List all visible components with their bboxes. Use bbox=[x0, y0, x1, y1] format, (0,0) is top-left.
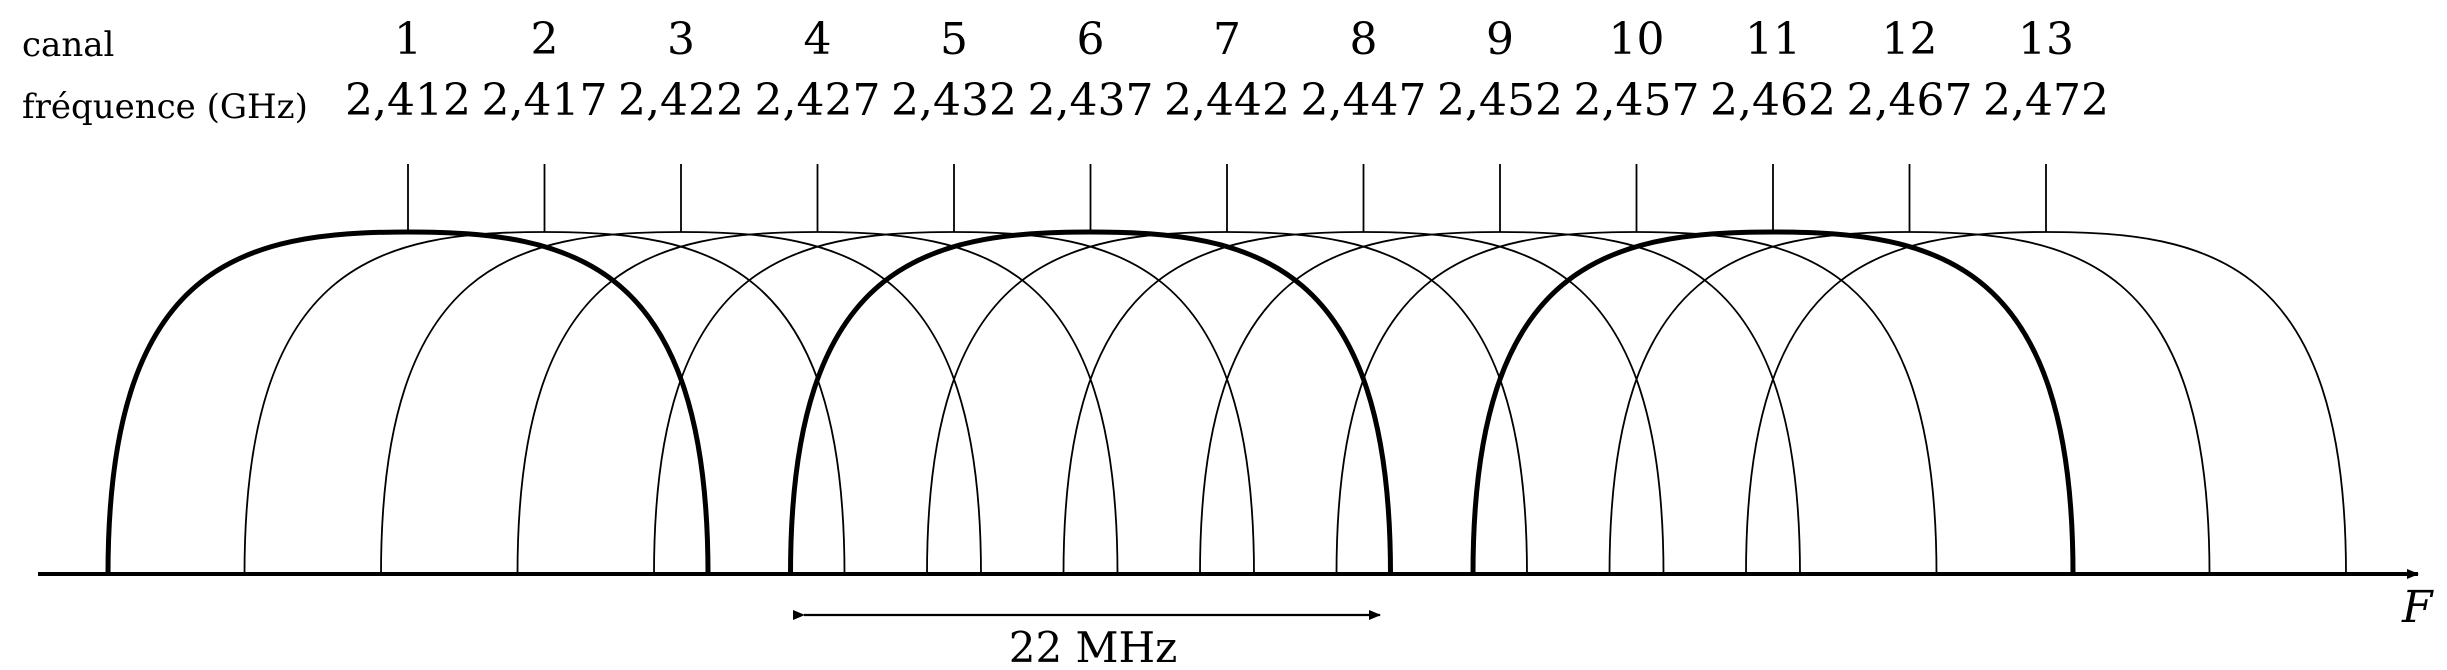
channel-band bbox=[1608, 231, 2211, 575]
channel-frequency: 2,462 bbox=[1710, 75, 1836, 126]
channel-frequency: 2,422 bbox=[618, 75, 744, 126]
channel-band bbox=[1745, 231, 2347, 575]
channel-number: 9 bbox=[1486, 14, 1514, 65]
channel-number: 2 bbox=[531, 14, 559, 65]
channel-band bbox=[243, 231, 846, 575]
channel-band bbox=[926, 231, 1528, 575]
channel-ticks bbox=[407, 164, 2047, 232]
channel-frequency: 2,467 bbox=[1847, 75, 1973, 126]
channel-number: 13 bbox=[2018, 14, 2074, 65]
channel-number: 6 bbox=[1077, 14, 1105, 65]
channel-band bbox=[1199, 231, 1801, 575]
channel-frequency: 2,472 bbox=[1983, 75, 2109, 126]
channel-band-highlighted bbox=[1470, 229, 2076, 575]
channel-band bbox=[1335, 231, 1938, 575]
channel-number: 3 bbox=[667, 14, 695, 65]
channel-frequency: 2,442 bbox=[1164, 75, 1290, 126]
channel-frequency: 2,432 bbox=[891, 75, 1017, 126]
channel-band-highlighted bbox=[105, 229, 711, 575]
channel-frequency: 2,417 bbox=[482, 75, 608, 126]
bandwidth-label: 22 MHz bbox=[1009, 623, 1178, 670]
channel-band bbox=[380, 231, 982, 575]
channel-number: 10 bbox=[1609, 14, 1665, 65]
channel-band bbox=[653, 231, 1255, 575]
channel-row-label: canal bbox=[22, 25, 114, 65]
channel-frequency: 2,412 bbox=[345, 75, 471, 126]
channel-band-highlighted bbox=[788, 229, 1393, 575]
channel-arcs bbox=[105, 229, 2347, 575]
channel-frequency: 2,447 bbox=[1301, 75, 1427, 126]
channel-frequency: 2,437 bbox=[1028, 75, 1154, 126]
channel-labels: 1 2,412 2 2,417 3 2,422 4 2,427 5 2,432 6 2,437 7 2,4… bbox=[345, 14, 2109, 126]
channel-frequency: 2,452 bbox=[1437, 75, 1563, 126]
channel-number: 4 bbox=[804, 14, 832, 65]
channel-band bbox=[1062, 231, 1665, 575]
channel-number: 5 bbox=[940, 14, 968, 65]
axis-label: F bbox=[2401, 582, 2434, 633]
channel-number: 8 bbox=[1350, 14, 1378, 65]
channel-number: 7 bbox=[1213, 14, 1241, 65]
frequency-row-label: fréquence (GHz) bbox=[22, 87, 308, 127]
channel-number: 12 bbox=[1882, 14, 1938, 65]
channel-band bbox=[516, 231, 1119, 575]
channel-frequency: 2,457 bbox=[1574, 75, 1700, 126]
channel-number: 11 bbox=[1745, 14, 1801, 65]
channel-frequency: 2,427 bbox=[755, 75, 881, 126]
channel-number: 1 bbox=[394, 14, 422, 65]
